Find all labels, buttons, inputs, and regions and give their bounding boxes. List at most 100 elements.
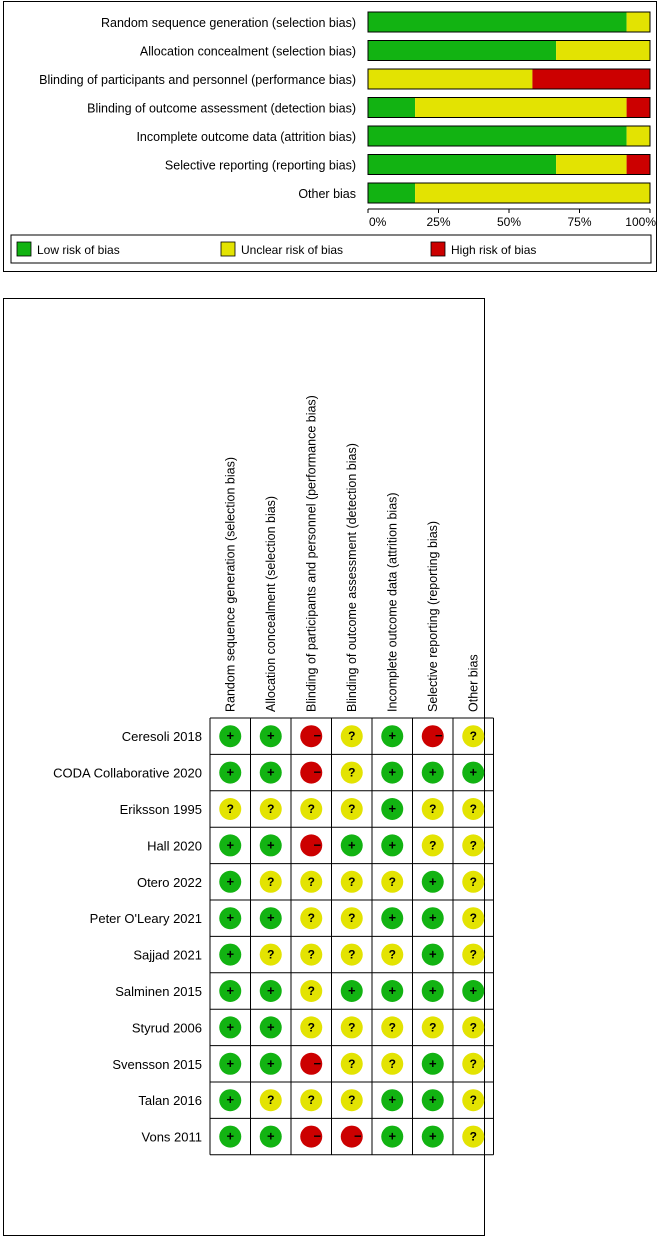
category-label: Incomplete outcome data (attrition bias): [136, 130, 356, 144]
study-label: Eriksson 1995: [120, 802, 202, 817]
rating-symbol: +: [226, 1019, 234, 1034]
rating-symbol: ?: [348, 875, 355, 889]
rating-unclear: [462, 834, 485, 857]
rating-symbol: ?: [429, 838, 436, 852]
rating-unclear: [462, 870, 485, 893]
rating-unclear: [300, 980, 323, 1002]
rating-symbol: +: [267, 983, 275, 998]
rating-symbol: +: [429, 910, 437, 925]
rating-symbol: +: [267, 1129, 275, 1144]
rating-low: [462, 761, 485, 784]
rating-symbol: +: [267, 728, 275, 743]
legend-label-low: Low risk of bias: [37, 243, 120, 257]
rating-low: [381, 725, 404, 748]
rating-low: [219, 907, 242, 930]
study-label: Styrud 2006: [132, 1020, 202, 1035]
bar-outline: [367, 40, 651, 61]
x-tick-label: 100%: [625, 215, 656, 229]
rating-unclear: [381, 1052, 404, 1075]
rating-low: [421, 943, 444, 966]
rating-low: [259, 980, 282, 1002]
rating-symbol: ?: [429, 802, 436, 816]
rating-low: [219, 1052, 242, 1075]
rating-unclear: [340, 1052, 363, 1075]
rating-symbol: +: [469, 983, 477, 998]
rating-symbol: +: [226, 765, 234, 780]
rating-unclear: [462, 907, 485, 930]
rating-low: [462, 980, 485, 1002]
rating-unclear: [340, 870, 363, 893]
rating-unclear: [340, 761, 363, 784]
rating-unclear: [259, 798, 282, 820]
risk-of-bias-graph: Random sequence generation (selection bi…: [3, 1, 657, 272]
bar-segment-low: [368, 154, 557, 175]
column-header: Blinding of participants and personnel (…: [304, 395, 318, 712]
bar-segment-unclear: [368, 69, 533, 89]
rating-low: [381, 980, 404, 1002]
rating-low: [381, 834, 404, 857]
legend-swatch-high: [430, 241, 446, 257]
rating-low: [219, 1016, 242, 1039]
rating-unclear: [462, 943, 485, 966]
rating-symbol: ?: [470, 911, 477, 925]
rating-unclear: [259, 943, 282, 966]
legend-label-high: High risk of bias: [451, 243, 536, 257]
rating-symbol: ?: [308, 1020, 315, 1034]
rating-symbol: +: [388, 728, 396, 743]
rating-symbol: +: [388, 1129, 396, 1144]
rating-symbol: ?: [348, 911, 355, 925]
rating-symbol: ?: [308, 1093, 315, 1107]
rating-low: [259, 907, 282, 930]
legend-swatch-low: [16, 241, 32, 257]
rating-symbol: ?: [227, 802, 234, 816]
bar-segment-high: [626, 97, 650, 118]
rating-symbol: ?: [470, 875, 477, 889]
rating-unclear: [300, 1016, 323, 1039]
study-label: Salminen 2015: [115, 984, 202, 999]
rating-unclear: [462, 1016, 485, 1039]
rating-symbol: +: [429, 1056, 437, 1071]
rating-low: [421, 1089, 444, 1112]
rating-unclear: [300, 798, 323, 820]
rating-symbol: ?: [389, 875, 396, 889]
rating-symbol: +: [429, 947, 437, 962]
rating-symbol: ?: [267, 1093, 274, 1107]
rating-low: [381, 907, 404, 930]
rating-unclear: [421, 798, 444, 820]
rating-low: [219, 980, 242, 1002]
rating-symbol: +: [348, 837, 356, 852]
rating-low: [381, 1089, 404, 1112]
rating-symbol: −: [313, 1056, 321, 1071]
rating-unclear: [340, 1016, 363, 1039]
rating-symbol: +: [226, 947, 234, 962]
rating-low: [381, 798, 404, 820]
rating-unclear: [300, 1089, 323, 1112]
study-label: Svensson 2015: [112, 1057, 202, 1072]
rating-symbol: +: [388, 1092, 396, 1107]
column-header: Random sequence generation (selection bi…: [223, 457, 237, 712]
rating-low: [219, 870, 242, 893]
rating-symbol: +: [429, 765, 437, 780]
rating-symbol: +: [226, 910, 234, 925]
rating-symbol: +: [348, 983, 356, 998]
rating-symbol: ?: [389, 1020, 396, 1034]
study-label: Vons 2011: [142, 1130, 202, 1145]
rating-unclear: [421, 1016, 444, 1039]
rating-unclear: [340, 725, 363, 748]
category-label: Selective reporting (reporting bias): [165, 159, 356, 173]
bar-segment-unclear: [556, 154, 627, 175]
rating-low: [381, 1125, 404, 1148]
rating-unclear: [421, 834, 444, 857]
bar-segment-low: [368, 97, 416, 118]
rating-symbol: +: [388, 910, 396, 925]
column-header: Other bias: [466, 654, 480, 712]
rating-symbol: ?: [470, 838, 477, 852]
bar-segment-low: [368, 126, 627, 146]
rating-low: [259, 1016, 282, 1039]
rating-low: [340, 980, 363, 1002]
rating-unclear: [300, 943, 323, 966]
rating-low: [259, 761, 282, 784]
rating-unclear: [300, 870, 323, 893]
rating-symbol: ?: [470, 1130, 477, 1144]
rating-symbol: +: [267, 765, 275, 780]
